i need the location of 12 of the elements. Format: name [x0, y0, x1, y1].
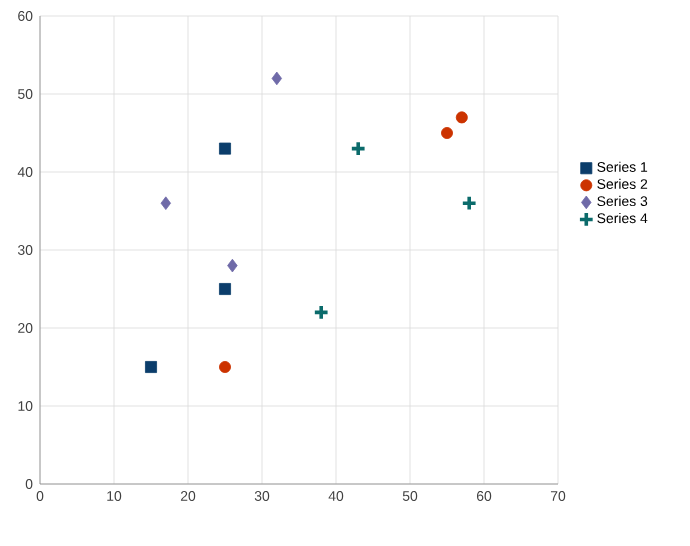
point [455, 111, 468, 124]
point [313, 304, 330, 321]
point [461, 195, 478, 212]
point [219, 361, 231, 373]
point [227, 258, 238, 273]
point [350, 140, 367, 157]
point [441, 127, 453, 139]
point [160, 196, 171, 210]
point [145, 361, 157, 373]
point [271, 71, 282, 86]
point [219, 142, 231, 155]
point [219, 283, 231, 295]
